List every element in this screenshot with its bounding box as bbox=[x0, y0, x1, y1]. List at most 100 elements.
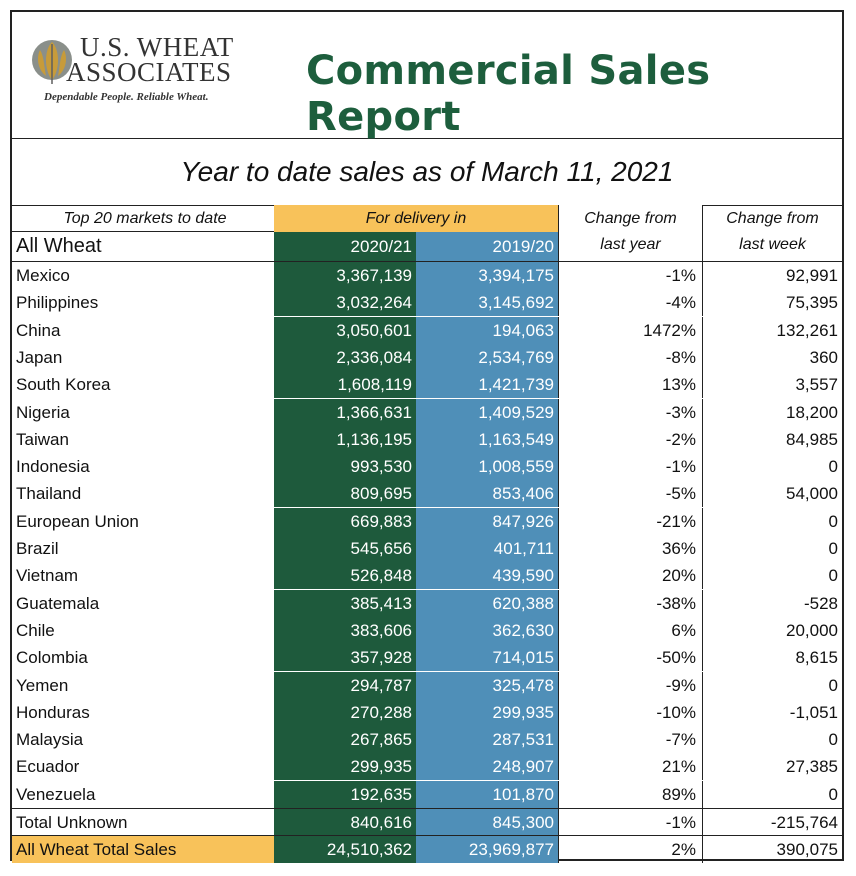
table-row: Thailand 809,695 853,406 -5% 54,000 bbox=[12, 480, 842, 508]
change-week-cell: 0 bbox=[702, 507, 842, 535]
prior-year-cell: 401,711 bbox=[416, 535, 558, 562]
prior-year-cell: 1,008,559 bbox=[416, 453, 558, 481]
unknown-row: Total Unknown 840,616 845,300 -1% -215,764 bbox=[12, 809, 842, 836]
prior-year-cell: 248,907 bbox=[416, 753, 558, 781]
change-week-cell: 0 bbox=[702, 562, 842, 590]
table-row: Yemen 294,787 325,478 -9% 0 bbox=[12, 671, 842, 699]
table-row: Japan 2,336,084 2,534,769 -8% 360 bbox=[12, 343, 842, 371]
current-year-cell: 526,848 bbox=[274, 562, 416, 590]
table-row: Indonesia 993,530 1,008,559 -1% 0 bbox=[12, 453, 842, 481]
divider bbox=[12, 808, 842, 809]
market-cell: Mexico bbox=[16, 266, 70, 285]
current-year-cell: 993,530 bbox=[274, 453, 416, 481]
change-year-cell: 13% bbox=[558, 371, 702, 399]
market-cell: Indonesia bbox=[16, 457, 90, 477]
change-week-cell: 54,000 bbox=[702, 480, 842, 508]
change-week-cell: -1,051 bbox=[702, 698, 842, 726]
prior-year-cell: 23,969,877 bbox=[416, 836, 558, 864]
change-year-cell: -8% bbox=[558, 343, 702, 371]
change-year-cell: 6% bbox=[558, 616, 702, 644]
prior-year-cell: 853,406 bbox=[416, 480, 558, 508]
header-change-year-2: last year bbox=[558, 232, 702, 261]
prior-year-cell: 1,421,739 bbox=[416, 371, 558, 399]
prior-year-cell: 3,145,692 bbox=[416, 289, 558, 317]
change-week-cell: 0 bbox=[702, 535, 842, 562]
table-row: Nigeria 1,366,631 1,409,529 -3% 18,200 bbox=[12, 398, 842, 426]
change-year-cell: -10% bbox=[558, 698, 702, 726]
divider bbox=[12, 231, 274, 232]
table-row: European Union 669,883 847,926 -21% 0 bbox=[12, 507, 842, 535]
current-year-cell: 299,935 bbox=[274, 753, 416, 781]
prior-year-cell: 299,935 bbox=[416, 698, 558, 726]
change-year-cell: 2% bbox=[558, 836, 702, 864]
market-cell: Nigeria bbox=[16, 402, 70, 422]
change-week-cell: -528 bbox=[702, 589, 842, 617]
change-week-cell: 0 bbox=[702, 453, 842, 481]
prior-year-cell: 847,926 bbox=[416, 507, 558, 535]
header-year-prior: 2019/20 bbox=[416, 232, 558, 261]
market-cell: Guatemala bbox=[16, 593, 100, 613]
change-year-cell: -1% bbox=[558, 262, 702, 289]
logo: U.S. WHEAT ASSOCIATES Dependable People.… bbox=[30, 34, 280, 124]
change-week-cell: 92,991 bbox=[702, 262, 842, 289]
table-row: South Korea 1,608,119 1,421,739 13% 3,557 bbox=[12, 371, 842, 399]
market-cell: South Korea bbox=[16, 375, 111, 395]
prior-year-cell: 439,590 bbox=[416, 562, 558, 590]
prior-year-cell: 2,534,769 bbox=[416, 343, 558, 371]
prior-year-cell: 714,015 bbox=[416, 644, 558, 672]
table-row: Colombia 357,928 714,015 -50% 8,615 bbox=[12, 644, 842, 672]
header-change-week-1: Change from bbox=[702, 205, 842, 232]
market-cell: Venezuela bbox=[16, 784, 96, 804]
change-week-cell: 8,615 bbox=[702, 644, 842, 672]
change-week-cell: 360 bbox=[702, 343, 842, 371]
report-header: U.S. WHEAT ASSOCIATES Dependable People.… bbox=[12, 12, 842, 140]
prior-year-cell: 325,478 bbox=[416, 671, 558, 699]
table-row: China 3,050,601 194,063 1472% 132,261 bbox=[12, 316, 842, 344]
table-row: Philippines 3,032,264 3,145,692 -4% 75,395 bbox=[12, 289, 842, 317]
change-year-cell: -1% bbox=[558, 809, 702, 836]
current-year-cell: 545,656 bbox=[274, 535, 416, 562]
market-cell: Colombia bbox=[16, 648, 88, 668]
prior-year-cell: 845,300 bbox=[416, 809, 558, 836]
current-year-cell: 3,032,264 bbox=[274, 289, 416, 317]
market-cell: European Union bbox=[16, 511, 139, 531]
change-week-cell: 18,200 bbox=[702, 398, 842, 426]
change-week-cell: 3,557 bbox=[702, 371, 842, 399]
current-year-cell: 270,288 bbox=[274, 698, 416, 726]
change-week-cell: 75,395 bbox=[702, 289, 842, 317]
market-cell: Brazil bbox=[16, 539, 59, 558]
change-year-cell: -9% bbox=[558, 671, 702, 699]
table-row: Honduras 270,288 299,935 -10% -1,051 bbox=[12, 698, 842, 726]
header-row-1: Top 20 markets to date For delivery in C… bbox=[12, 205, 842, 232]
table-row: Venezuela 192,635 101,870 89% 0 bbox=[12, 780, 842, 808]
current-year-cell: 294,787 bbox=[274, 671, 416, 699]
current-year-cell: 1,608,119 bbox=[274, 371, 416, 399]
change-year-cell: 36% bbox=[558, 535, 702, 562]
report-title: Commercial Sales Report bbox=[306, 48, 711, 140]
change-week-cell: 132,261 bbox=[702, 316, 842, 344]
table-row: Guatemala 385,413 620,388 -38% -528 bbox=[12, 589, 842, 617]
logo-tagline: Dependable People. Reliable Wheat. bbox=[44, 91, 209, 103]
table-row: Malaysia 267,865 287,531 -7% 0 bbox=[12, 726, 842, 754]
prior-year-cell: 620,388 bbox=[416, 589, 558, 617]
table-row: Chile 383,606 362,630 6% 20,000 bbox=[12, 616, 842, 644]
change-week-cell: 27,385 bbox=[702, 753, 842, 781]
change-year-cell: -7% bbox=[558, 726, 702, 754]
market-cell: Total Unknown bbox=[16, 813, 128, 832]
table-row: Brazil 545,656 401,711 36% 0 bbox=[12, 535, 842, 562]
table-row: Taiwan 1,136,195 1,163,549 -2% 84,985 bbox=[12, 425, 842, 453]
header-markets: Top 20 markets to date bbox=[63, 210, 227, 227]
report-frame: U.S. WHEAT ASSOCIATES Dependable People.… bbox=[10, 10, 844, 864]
change-year-cell: 89% bbox=[558, 780, 702, 808]
wheat-globe-icon bbox=[32, 40, 72, 84]
change-week-cell: 0 bbox=[702, 671, 842, 699]
prior-year-cell: 1,409,529 bbox=[416, 398, 558, 426]
current-year-cell: 3,050,601 bbox=[274, 316, 416, 344]
current-year-cell: 1,366,631 bbox=[274, 398, 416, 426]
change-year-cell: -38% bbox=[558, 589, 702, 617]
market-cell: All Wheat Total Sales bbox=[12, 836, 274, 864]
current-year-cell: 669,883 bbox=[274, 507, 416, 535]
change-year-cell: 1472% bbox=[558, 316, 702, 344]
table-row: Vietnam 526,848 439,590 20% 0 bbox=[12, 562, 842, 590]
change-week-cell: 20,000 bbox=[702, 616, 842, 644]
